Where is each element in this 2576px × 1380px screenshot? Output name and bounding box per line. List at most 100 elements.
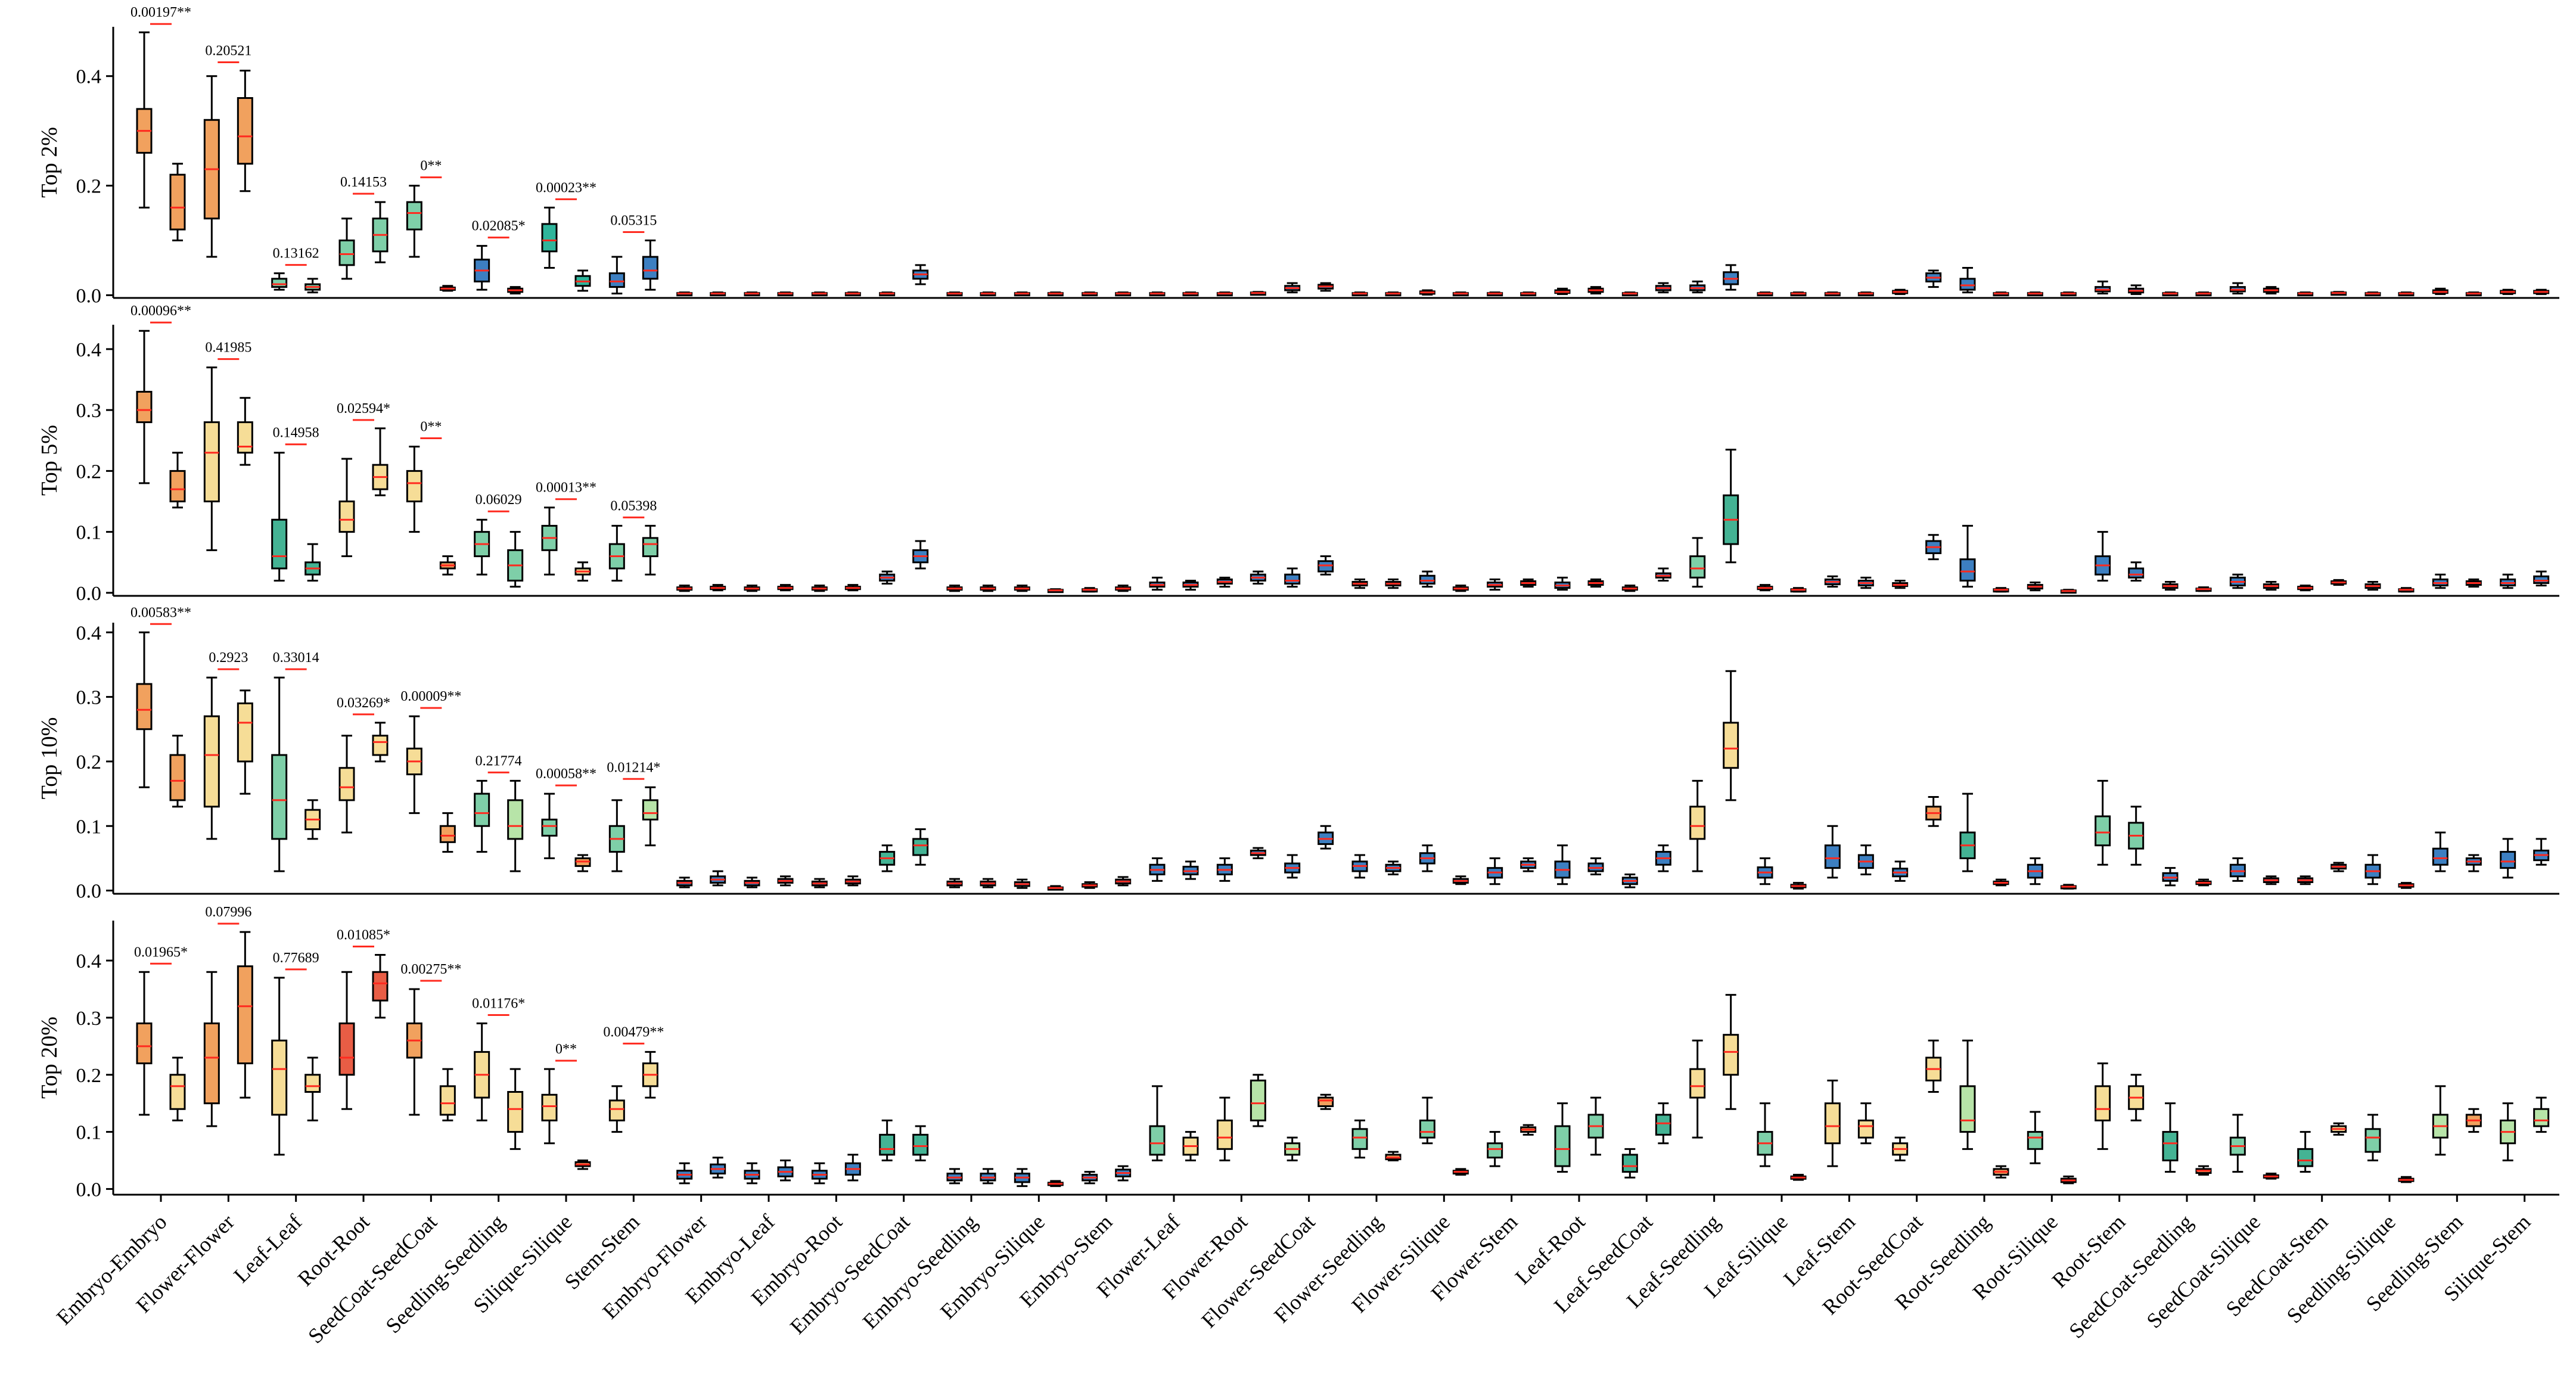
y-tick-label: 0.1	[76, 816, 102, 838]
box-a	[676, 1162, 693, 1185]
box-a	[1149, 1085, 1166, 1161]
box-b	[1182, 291, 1199, 297]
box-b	[2195, 1165, 2212, 1176]
box-a	[1419, 570, 1435, 588]
p-value-label: 0.03269*	[337, 695, 390, 711]
box-body	[237, 421, 253, 454]
box-b	[1317, 1093, 1334, 1110]
box-a	[811, 1162, 828, 1185]
box-body	[1857, 1119, 1874, 1139]
box-a	[2162, 580, 2179, 591]
box-a	[1082, 1171, 1098, 1185]
box-body	[136, 390, 153, 424]
box-a	[1554, 844, 1571, 885]
box-b	[710, 870, 726, 887]
box-b	[980, 585, 996, 592]
box-b	[2330, 1122, 2347, 1136]
box-a	[879, 844, 896, 872]
box-b	[1723, 449, 1739, 564]
box-b	[1520, 1124, 1537, 1136]
box-b	[980, 291, 996, 297]
box-b	[642, 1050, 658, 1099]
box-b	[844, 875, 861, 887]
box-b	[1655, 282, 1671, 294]
box-b	[1250, 570, 1266, 585]
box-body	[2128, 567, 2145, 579]
box-a	[1487, 578, 1503, 591]
box-b	[574, 269, 591, 292]
box-b	[169, 163, 186, 241]
box-a	[1757, 1102, 1773, 1167]
box-b	[2398, 291, 2415, 297]
box-b	[1250, 291, 1266, 296]
box-b	[1520, 857, 1537, 872]
box-b	[1452, 585, 1469, 592]
box-body	[169, 173, 186, 231]
box-a	[203, 75, 220, 258]
box-a	[744, 1162, 760, 1185]
box-a	[676, 585, 693, 592]
box-b	[844, 1154, 861, 1182]
box-a	[1892, 579, 1909, 589]
box-b	[1587, 286, 1604, 295]
box-body	[879, 1133, 896, 1156]
box-body	[169, 1074, 186, 1110]
p-value-label: 0.01085*	[337, 928, 390, 943]
box-b	[1115, 291, 1132, 297]
box-a	[338, 735, 355, 834]
box-a	[406, 445, 422, 533]
box-b	[169, 452, 186, 509]
box-b	[642, 524, 658, 576]
box-a	[1014, 291, 1030, 297]
box-a	[2162, 291, 2179, 297]
y-tick-label: 0.2	[76, 461, 102, 483]
box-a	[1892, 860, 1909, 882]
box-a	[474, 779, 490, 853]
box-b	[1520, 291, 1537, 297]
box-b	[372, 427, 389, 496]
p-value-label: 0.14958	[273, 425, 319, 441]
box-b	[2195, 586, 2212, 592]
box-a	[1959, 524, 1976, 588]
box-b	[1857, 844, 1874, 875]
box-b	[980, 878, 996, 888]
box-b	[2465, 291, 2482, 297]
box-a	[2027, 1111, 2043, 1164]
box-b	[1857, 576, 1874, 589]
box-a	[1216, 576, 1233, 588]
box-b	[1452, 291, 1469, 297]
box-b	[372, 201, 389, 263]
x-tick-label: SeedCoat-Silique	[2142, 1210, 2265, 1332]
box-body	[1419, 1119, 1435, 1139]
box-a	[1621, 1148, 1638, 1179]
box-a	[744, 877, 760, 888]
box-b	[710, 1157, 726, 1179]
box-a	[474, 518, 490, 576]
box-a	[2432, 287, 2448, 296]
box-b	[1993, 878, 2009, 887]
box-a	[1351, 578, 1368, 589]
box-b	[2128, 806, 2145, 866]
box-a	[1689, 537, 1706, 588]
box-b	[2128, 561, 2145, 582]
box-body	[912, 838, 929, 856]
box-body	[1723, 1034, 1739, 1076]
box-b	[844, 584, 861, 592]
box-b	[1790, 1173, 1807, 1181]
box-b	[1115, 1165, 1132, 1182]
box-b	[1857, 1102, 1874, 1145]
y-tick-label: 0.0	[76, 285, 102, 307]
p-value-label: 0.00058**	[536, 766, 596, 782]
box-b	[1047, 1180, 1064, 1188]
box-b	[1587, 578, 1604, 588]
box-body	[2027, 1131, 2043, 1150]
box-body	[642, 256, 658, 280]
box-b	[2128, 284, 2145, 296]
y-tick-label: 0.2	[76, 176, 102, 198]
box-a	[1284, 282, 1301, 294]
p-value-label: 0.14153	[340, 175, 387, 190]
box-b	[1385, 291, 1402, 297]
box-b	[1723, 670, 1739, 801]
box-a	[811, 291, 828, 297]
